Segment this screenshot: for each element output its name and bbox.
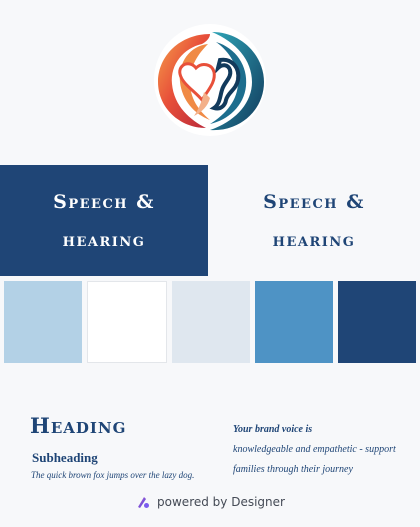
swatch-pale-gray-blue	[172, 281, 250, 363]
brand-name-dark: Speech & hearing	[53, 183, 155, 259]
brand-voice-line2: knowledgeable and empathetic - support	[233, 444, 396, 455]
brand-voice-line3: families through their journey	[233, 464, 353, 475]
swatch-medium-blue	[255, 281, 333, 363]
pangram-sample: The quick brown fox jumps over the lazy …	[31, 470, 195, 480]
subheading-sample: Subheading	[32, 450, 98, 465]
brand-name-banner-light: Speech & hearing	[208, 165, 420, 276]
ear-heart-logo-icon	[154, 24, 266, 136]
powered-by-footer[interactable]: powered by Designer	[0, 494, 420, 510]
brand-logo	[150, 20, 270, 140]
designer-logo-icon	[138, 497, 150, 508]
brand-voice: Your brand voice is knowledgeable and em…	[233, 420, 413, 480]
swatch-navy	[338, 281, 416, 363]
brand-name-banner-dark: Speech & hearing	[0, 165, 208, 276]
brand-name-line2: hearing	[272, 228, 356, 251]
swatch-light-blue	[4, 281, 82, 363]
powered-by-label: powered by Designer	[157, 495, 285, 509]
brand-voice-lead: Your brand voice is	[233, 424, 313, 435]
color-palette	[4, 281, 416, 363]
heading-sample: Heading	[30, 413, 127, 438]
brand-name-line1: Speech &	[263, 190, 365, 213]
brand-name-line1: Speech &	[53, 190, 155, 213]
brand-name-light: Speech & hearing	[263, 183, 365, 259]
swatch-white	[87, 281, 167, 363]
brand-name-line2: hearing	[62, 228, 146, 251]
